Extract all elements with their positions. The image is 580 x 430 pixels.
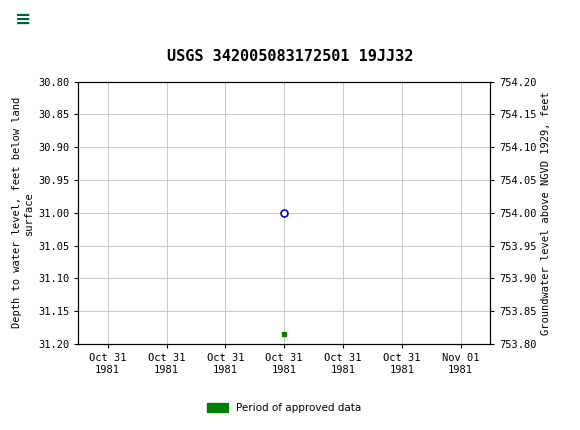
Text: USGS: USGS [67, 10, 122, 28]
FancyBboxPatch shape [3, 3, 43, 36]
Y-axis label: Depth to water level, feet below land
surface: Depth to water level, feet below land su… [12, 97, 34, 329]
Text: USGS 342005083172501 19JJ32: USGS 342005083172501 19JJ32 [167, 49, 413, 64]
Y-axis label: Groundwater level above NGVD 1929, feet: Groundwater level above NGVD 1929, feet [541, 91, 551, 335]
Legend: Period of approved data: Period of approved data [203, 399, 365, 418]
Text: ≡: ≡ [15, 10, 31, 29]
Text: ≡USGS: ≡USGS [10, 10, 81, 28]
